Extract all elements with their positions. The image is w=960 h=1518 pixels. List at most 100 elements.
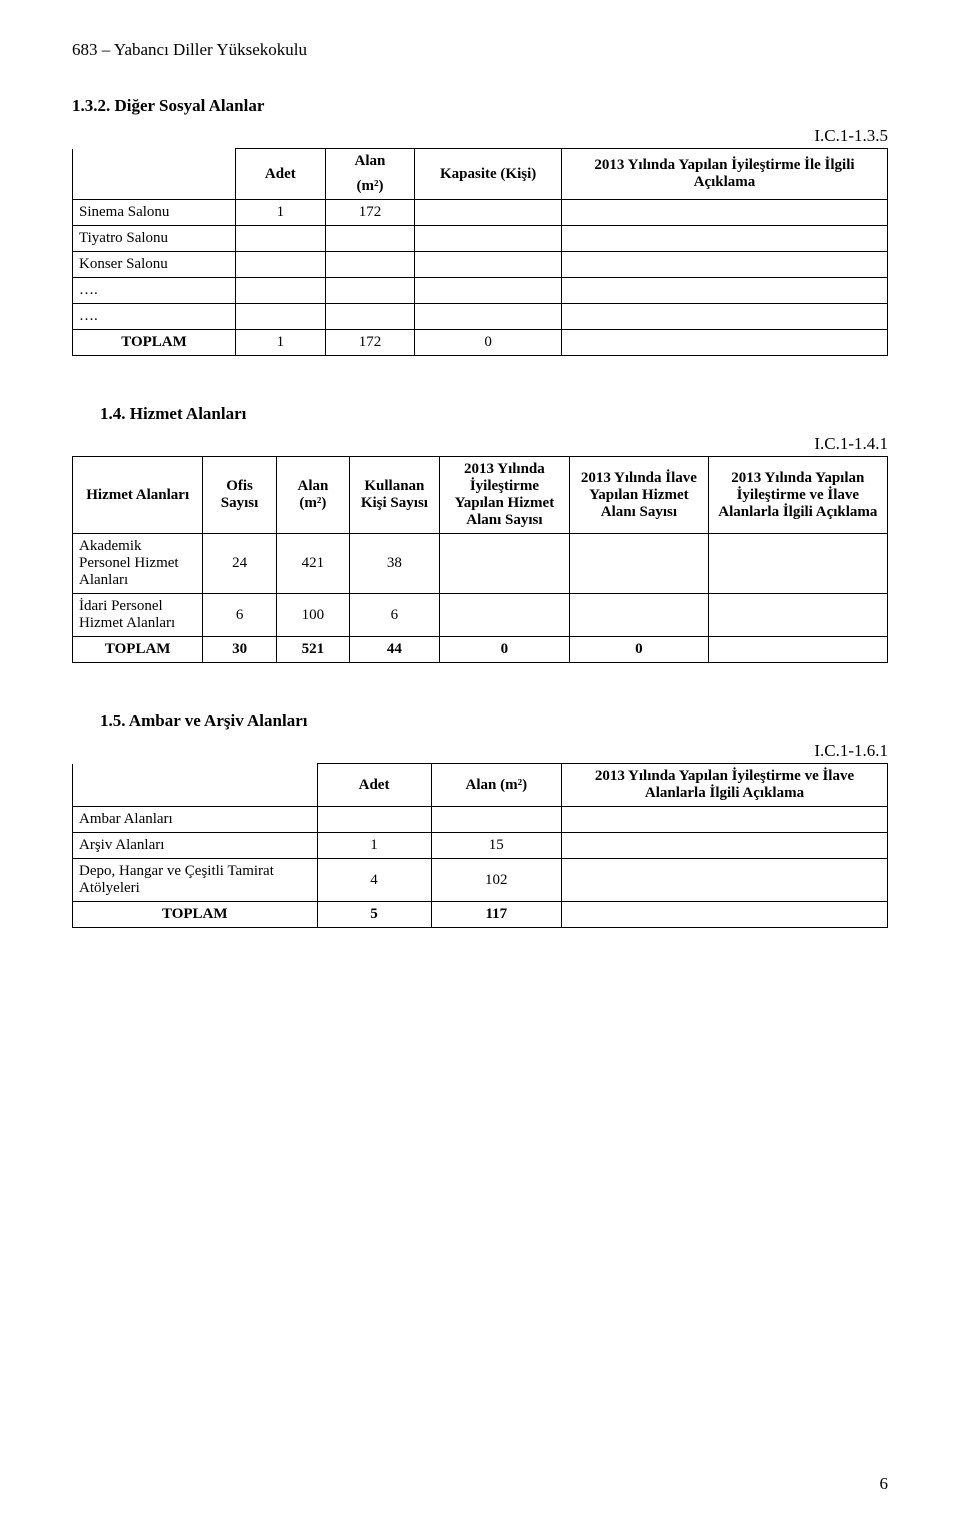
cell	[236, 252, 326, 278]
table-row: Tiyatro Salonu	[73, 226, 888, 252]
page-number: 6	[880, 1474, 889, 1494]
table-row: Konser Salonu	[73, 252, 888, 278]
cell	[561, 226, 887, 252]
cell	[431, 807, 561, 833]
cell	[561, 304, 887, 330]
col-alan: Alan (m²)	[431, 764, 561, 807]
cell: 102	[431, 859, 561, 902]
cell	[325, 226, 415, 252]
cell	[236, 226, 326, 252]
cell	[561, 859, 887, 902]
col-iyilestirme: 2013 Yılında İyileştirme Yapılan Hizmet …	[439, 457, 569, 534]
col-blank	[73, 764, 318, 807]
cell	[317, 807, 431, 833]
cell: 38	[350, 534, 440, 594]
total-label: TOPLAM	[73, 330, 236, 356]
table-row: ….	[73, 278, 888, 304]
row-label: ….	[73, 304, 236, 330]
col-ofis: Ofis Sayısı	[203, 457, 276, 534]
table-row: Ambar Alanları	[73, 807, 888, 833]
col-alan-bottom: (m²)	[325, 174, 415, 200]
section-heading-2: 1.4. Hizmet Alanları	[100, 404, 888, 424]
row-label: Ambar Alanları	[73, 807, 318, 833]
table-row: İdari Personel Hizmet Alanları 6 100 6	[73, 594, 888, 637]
cell: 172	[325, 330, 415, 356]
cell	[570, 534, 709, 594]
cell	[561, 807, 887, 833]
cell	[708, 594, 887, 637]
col-aciklama: 2013 Yılında Yapılan İyileştirme ve İlav…	[708, 457, 887, 534]
col-adet: Adet	[236, 149, 326, 200]
section-code-2: I.C.1-1.4.1	[72, 434, 888, 454]
cell: 1	[236, 200, 326, 226]
col-aciklama: 2013 Yılında Yapılan İyileştirme İle İlg…	[561, 149, 887, 200]
cell: 421	[276, 534, 349, 594]
cell	[415, 252, 562, 278]
page-header: 683 – Yabancı Diller Yüksekokulu	[72, 40, 888, 60]
cell	[570, 594, 709, 637]
cell	[415, 278, 562, 304]
section-heading-3: 1.5. Ambar ve Arşiv Alanları	[100, 711, 888, 731]
cell: 5	[317, 902, 431, 928]
cell	[439, 534, 569, 594]
table-row: Depo, Hangar ve Çeşitli Tamirat Atölyele…	[73, 859, 888, 902]
cell	[415, 226, 562, 252]
row-label: Depo, Hangar ve Çeşitli Tamirat Atölyele…	[73, 859, 318, 902]
cell	[708, 534, 887, 594]
cell: 0	[439, 637, 569, 663]
table-sosyal-alanlar: Adet Alan Kapasite (Kişi) 2013 Yılında Y…	[72, 148, 888, 356]
table-ambar-arsiv: Adet Alan (m²) 2013 Yılında Yapılan İyil…	[72, 763, 888, 928]
cell: 6	[203, 594, 276, 637]
row-label: Tiyatro Salonu	[73, 226, 236, 252]
row-label: ….	[73, 278, 236, 304]
total-label: TOPLAM	[73, 902, 318, 928]
cell	[236, 304, 326, 330]
table-row: ….	[73, 304, 888, 330]
cell	[236, 278, 326, 304]
cell: 4	[317, 859, 431, 902]
row-label: Konser Salonu	[73, 252, 236, 278]
table-row: Arşiv Alanları 1 15	[73, 833, 888, 859]
section-code-1: I.C.1-1.3.5	[72, 126, 888, 146]
row-label: İdari Personel Hizmet Alanları	[73, 594, 203, 637]
cell	[439, 594, 569, 637]
cell	[561, 330, 887, 356]
row-label: Sinema Salonu	[73, 200, 236, 226]
cell: 44	[350, 637, 440, 663]
table-total-row: TOPLAM 5 117	[73, 902, 888, 928]
section-heading-1: 1.3.2. Diğer Sosyal Alanlar	[72, 96, 888, 116]
cell	[415, 200, 562, 226]
cell: 0	[570, 637, 709, 663]
row-label: Arşiv Alanları	[73, 833, 318, 859]
col-ilave: 2013 Yılında İlave Yapılan Hizmet Alanı …	[570, 457, 709, 534]
table-total-row: TOPLAM 30 521 44 0 0	[73, 637, 888, 663]
cell	[415, 304, 562, 330]
total-label: TOPLAM	[73, 637, 203, 663]
row-label: Akademik Personel Hizmet Alanları	[73, 534, 203, 594]
table-hizmet-alanlari: Hizmet Alanları Ofis Sayısı Alan (m²) Ku…	[72, 456, 888, 663]
col-alan: Alan (m²)	[276, 457, 349, 534]
col-kisi: Kullanan Kişi Sayısı	[350, 457, 440, 534]
cell	[561, 200, 887, 226]
col-adet: Adet	[317, 764, 431, 807]
table-row: Sinema Salonu 1 172	[73, 200, 888, 226]
col-blank	[73, 149, 236, 200]
cell: 6	[350, 594, 440, 637]
cell: 15	[431, 833, 561, 859]
cell	[561, 902, 887, 928]
cell: 30	[203, 637, 276, 663]
cell	[561, 278, 887, 304]
table-total-row: TOPLAM 1 172 0	[73, 330, 888, 356]
cell: 172	[325, 200, 415, 226]
section-code-3: I.C.1-1.6.1	[72, 741, 888, 761]
col-aciklama: 2013 Yılında Yapılan İyileştirme ve İlav…	[561, 764, 887, 807]
table-header-row: Adet Alan Kapasite (Kişi) 2013 Yılında Y…	[73, 149, 888, 175]
table-header-row: Hizmet Alanları Ofis Sayısı Alan (m²) Ku…	[73, 457, 888, 534]
cell	[561, 252, 887, 278]
col-alan-top: Alan	[325, 149, 415, 175]
cell: 1	[317, 833, 431, 859]
col-kapasite: Kapasite (Kişi)	[415, 149, 562, 200]
cell: 117	[431, 902, 561, 928]
cell: 24	[203, 534, 276, 594]
col-hizmet: Hizmet Alanları	[73, 457, 203, 534]
